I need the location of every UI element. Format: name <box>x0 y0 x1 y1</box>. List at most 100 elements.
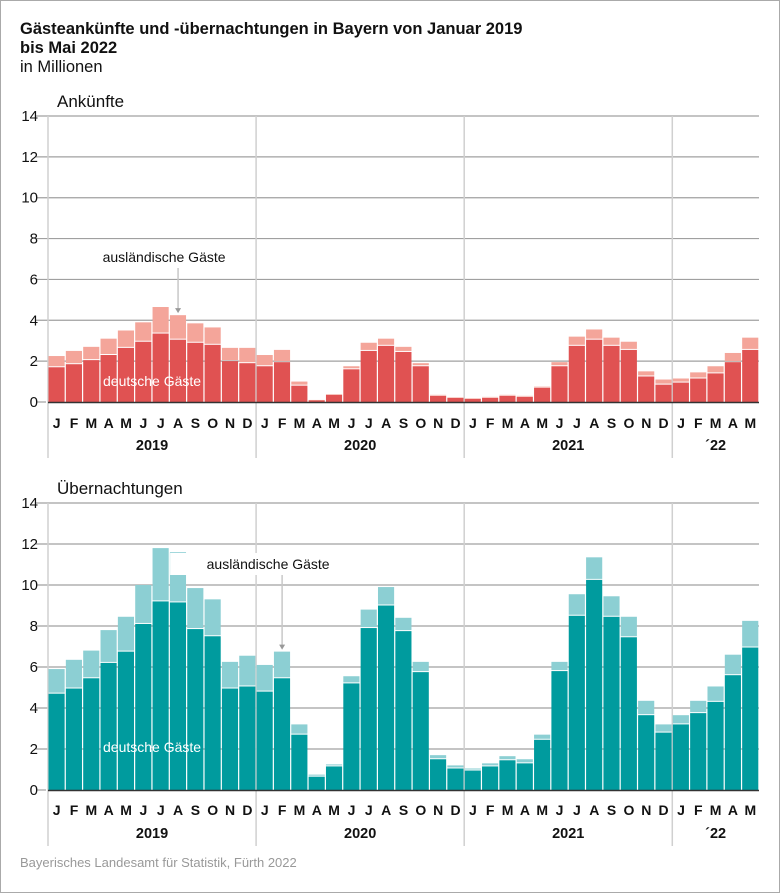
ankuenfte-year-label: ´22 <box>705 438 726 454</box>
ankuenfte-bar-auslaendische <box>152 307 169 333</box>
uebernachtungen-bar-deutsche <box>412 672 429 790</box>
ankuenfte-bar-auslaendische <box>430 394 447 396</box>
uebernachtungen-month-label: A <box>381 802 391 818</box>
ankuenfte-bar-deutsche <box>377 345 395 402</box>
ankuenfte-month-label: J <box>139 415 147 431</box>
uebernachtungen-year-label: ´22 <box>705 826 726 842</box>
uebernachtungen-bar-deutsche <box>568 615 585 790</box>
ankuenfte-y-tick-label: 12 <box>21 149 38 166</box>
ankuenfte-month-label: F <box>278 415 287 431</box>
ankuenfte-bar-auslaendische <box>273 349 291 362</box>
uebernachtungen-bar-auslaendische <box>586 557 603 579</box>
uebernachtungen-bar-deutsche <box>724 675 741 790</box>
ankuenfte-bar-deutsche <box>325 394 343 402</box>
uebernachtungen-month-label: M <box>536 802 548 818</box>
uebernachtungen-bar-deutsche <box>620 637 637 790</box>
ankuenfte-bar-deutsche <box>239 363 256 402</box>
ankuenfte-bar-deutsche <box>586 339 603 402</box>
uebernachtungen-year-label: 2019 <box>136 826 168 842</box>
uebernachtungen-bar-deutsche <box>499 760 516 790</box>
ankuenfte-month-label: J <box>261 415 269 431</box>
ankuenfte-bar-deutsche <box>742 349 759 402</box>
ankuenfte-bar-auslaendische <box>655 379 672 384</box>
uebernachtungen-bar-auslaendische <box>100 630 117 662</box>
uebernachtungen-month-label: M <box>744 802 756 818</box>
uebernachtungen-month-label: A <box>589 802 599 818</box>
ankuenfte-bar-auslaendische <box>325 394 343 395</box>
uebernachtungen-bar-deutsche <box>655 732 672 790</box>
uebernachtungen-month-label: F <box>70 802 79 818</box>
ankuenfte-bar-auslaendische <box>447 397 464 399</box>
uebernachtungen-bar-auslaendische <box>135 585 152 623</box>
uebernachtungen-bar-deutsche <box>100 662 117 790</box>
uebernachtungen-bar-auslaendische <box>83 650 100 678</box>
ankuenfte-bar-deutsche <box>482 397 499 402</box>
uebernachtungen-bar-auslaendische <box>707 686 724 701</box>
uebernachtungen-month-label: S <box>607 802 616 818</box>
uebernachtungen-month-label: O <box>623 802 634 818</box>
ankuenfte-bar-auslaendische <box>516 395 533 397</box>
ankuenfte-annotation-arrowhead-icon <box>175 308 182 314</box>
ankuenfte-bar-deutsche <box>724 362 741 402</box>
uebernachtungen-bar-deutsche <box>464 770 481 790</box>
ankuenfte-bar-deutsche <box>620 349 637 402</box>
ankuenfte-bar-deutsche <box>430 395 447 402</box>
uebernachtungen-bar-deutsche <box>360 628 377 790</box>
ankuenfte-month-label: J <box>677 415 685 431</box>
ankuenfte-month-label: N <box>225 415 235 431</box>
chart-title-line2: bis Mai 2022 <box>20 39 118 57</box>
uebernachtungen-bar-auslaendische <box>516 759 533 763</box>
uebernachtungen-bar-deutsche <box>551 671 568 790</box>
uebernachtungen-y-tick-label: 6 <box>30 659 38 676</box>
ankuenfte-bar-auslaendische <box>187 323 204 342</box>
ankuenfte-y-tick-label: 14 <box>21 108 38 125</box>
uebernachtungen-bar-deutsche <box>447 768 464 790</box>
ankuenfte-bar-auslaendische <box>135 322 152 341</box>
uebernachtungen-month-label: A <box>173 802 183 818</box>
uebernachtungen-month-label: A <box>312 802 322 818</box>
uebernachtungen-month-label: M <box>86 802 98 818</box>
ankuenfte-bar-deutsche <box>135 341 152 402</box>
ankuenfte-month-label: N <box>641 415 651 431</box>
uebernachtungen-bar-deutsche <box>152 601 169 790</box>
uebernachtungen-bar-deutsche <box>48 693 65 790</box>
ankuenfte-bar-deutsche <box>499 395 516 402</box>
uebernachtungen-bar-auslaendische <box>551 661 568 671</box>
ankuenfte-annotation-bg <box>66 246 217 268</box>
ankuenfte-bar-deutsche <box>655 384 672 402</box>
ankuenfte-bar-deutsche <box>273 362 291 402</box>
ankuenfte-month-label: J <box>348 415 356 431</box>
ankuenfte-bar-auslaendische <box>343 366 360 369</box>
uebernachtungen-y-tick-label: 2 <box>30 741 38 758</box>
ankuenfte-bar-deutsche <box>447 397 464 402</box>
ankuenfte-year-label: 2019 <box>136 438 168 454</box>
uebernachtungen-month-label: F <box>278 802 287 818</box>
ankuenfte-bar-auslaendische <box>603 337 620 345</box>
ankuenfte-bar-auslaendische <box>377 338 395 345</box>
uebernachtungen-y-tick-label: 4 <box>30 700 38 717</box>
ankuenfte-bar-deutsche <box>395 351 412 402</box>
ankuenfte-bar-deutsche <box>187 342 204 402</box>
uebernachtungen-bar-auslaendische <box>447 765 464 768</box>
ankuenfte-month-label: N <box>433 415 443 431</box>
ankuenfte-bar-deutsche <box>603 345 620 402</box>
uebernachtungen-bar-deutsche <box>325 766 343 790</box>
uebernachtungen-bar-auslaendische <box>117 616 135 651</box>
ankuenfte-bar-deutsche <box>412 366 429 402</box>
uebernachtungen-month-label: M <box>502 802 514 818</box>
uebernachtungen-bar-deutsche <box>603 616 620 790</box>
ankuenfte-bar-auslaendische <box>586 329 603 339</box>
ankuenfte-annotation-domestic: deutsche Gäste <box>103 373 201 389</box>
ankuenfte-month-label: M <box>744 415 756 431</box>
ankuenfte-year-label: 2020 <box>344 438 376 454</box>
ankuenfte-bar-deutsche <box>551 366 568 402</box>
ankuenfte-bar-auslaendische <box>620 341 637 349</box>
uebernachtungen-bar-auslaendische <box>412 661 429 672</box>
uebernachtungen-bar-deutsche <box>343 683 360 790</box>
ankuenfte-bar-deutsche <box>516 396 533 402</box>
ankuenfte-y-tick-label: 8 <box>30 231 38 248</box>
ankuenfte-annotation-foreign: ausländische Gäste <box>103 249 226 265</box>
uebernachtungen-bar-deutsche <box>742 647 759 790</box>
uebernachtungen-bar-auslaendische <box>377 587 395 605</box>
uebernachtungen-annotation-bg <box>170 553 321 575</box>
